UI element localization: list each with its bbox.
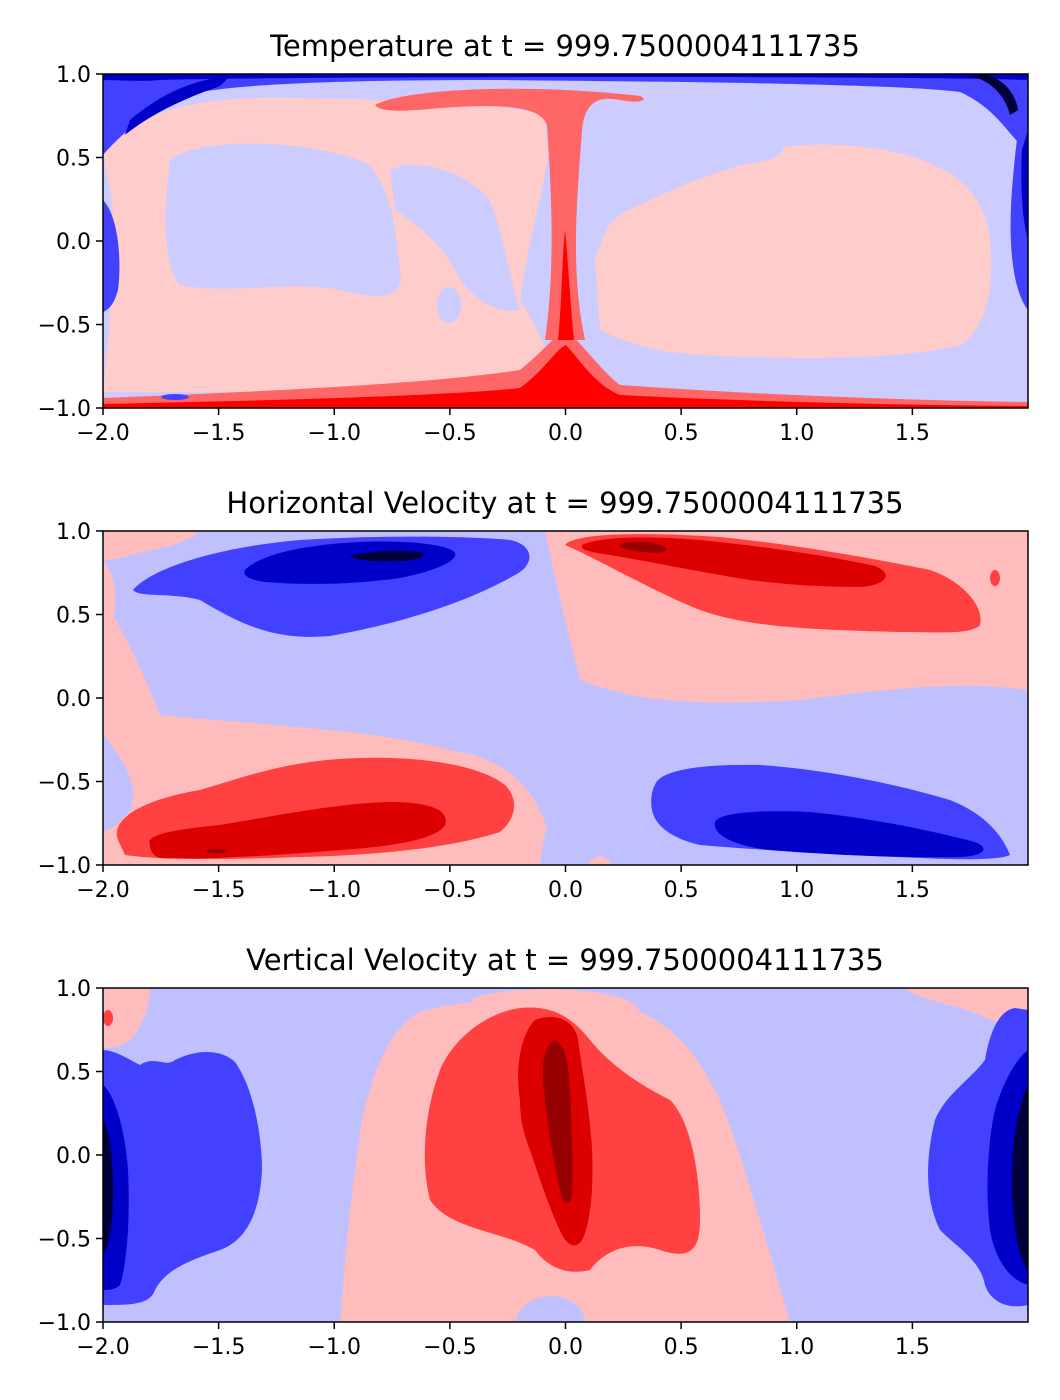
temperature-small-cold-spot [161,394,189,400]
temperature-cold-corner-right [970,74,1018,115]
horizontal-velocity-xtick-label: 0.5 [664,878,699,903]
vertical-velocity-positive-small-spot [103,1010,113,1026]
horizontal-velocity-panel: Horizontal Velocity at t = 999.750000411… [38,486,1029,903]
horizontal-velocity-xtick-label: −1.5 [192,878,245,903]
horizontal-velocity-positive-top-left-corner [103,531,200,560]
temperature-ytick-label: −0.5 [38,314,91,339]
horizontal-velocity-xtick-label: 1.0 [779,878,814,903]
horizontal-velocity-ytick-label: −0.5 [38,771,91,796]
temperature-cool-band-right [590,114,784,250]
temperature-cold-right-wall-core [1021,130,1028,240]
horizontal-velocity-ytick-label: 0.5 [56,604,91,629]
temperature-xtick-label: 0.5 [664,421,699,446]
horizontal-velocity-title: Horizontal Velocity at t = 999.750000411… [226,486,903,520]
vertical-velocity-ytick-label: 0.5 [56,1061,91,1086]
vertical-velocity-panel: Vertical Velocity at t = 999.75000041117… [38,943,1029,1360]
temperature-ticks: −2.0 −1.5 −1.0 −0.5 0.0 0.5 1.0 1.5 −1.0 −0.5 0.0 0… [38,63,930,446]
vertical-velocity-ytick-label: −1.0 [38,1311,91,1336]
vertical-velocity-positive-top-left-corner [103,988,150,1048]
horizontal-velocity-positive-bottom-edge-bit [588,856,612,865]
vertical-velocity-negative-bottom-notch [515,1296,585,1322]
temperature-warm-region-right [595,144,992,358]
vertical-velocity-contours [103,988,1028,1322]
temperature-cold-left-wall [103,200,120,312]
horizontal-velocity-xtick-label: 0.0 [548,878,583,903]
vertical-velocity-xtick-label: 0.5 [664,1335,699,1360]
horizontal-velocity-positive-jet-top-core [620,541,667,553]
horizontal-velocity-positive-jet-bottom-core [205,848,228,854]
vertical-velocity-xtick-label: −1.0 [308,1335,361,1360]
temperature-xtick-label: −1.5 [192,421,245,446]
temperature-cool-tongue-center [390,164,520,311]
vertical-velocity-xtick-label: −1.5 [192,1335,245,1360]
temperature-ytick-label: 1.0 [56,63,91,88]
temperature-plume-stem-outer [375,88,644,340]
vertical-velocity-xtick-label: 1.0 [779,1335,814,1360]
horizontal-velocity-positive-jet-bottom-middle [149,802,446,859]
vertical-velocity-negative-left-wall-outer [103,1050,262,1305]
vertical-velocity-positive-central-core [542,1040,573,1203]
temperature-cool-patch-left [165,143,401,296]
horizontal-velocity-xtick-label: −1.0 [308,878,361,903]
temperature-plume-stem-core [558,230,574,340]
horizontal-velocity-contours [103,531,1028,865]
temperature-xtick-label: −0.5 [423,421,476,446]
horizontal-velocity-ytick-label: −1.0 [38,854,91,879]
temperature-xtick-label: 1.5 [895,421,930,446]
vertical-velocity-title: Vertical Velocity at t = 999.75000041117… [246,943,884,977]
vertical-velocity-ytick-label: −0.5 [38,1228,91,1253]
temperature-xtick-label: 1.0 [779,421,814,446]
temperature-cold-top-layer [103,74,1028,155]
temperature-cold-right-wall [1010,74,1028,310]
vertical-velocity-positive-top-right-corner [905,988,1028,1040]
temperature-cold-corner-left [125,76,230,135]
vertical-velocity-ticks: −2.0 −1.5 −1.0 −0.5 0.0 0.5 1.0 1.5 −1.0 −0.5 0.0 0… [38,977,930,1360]
horizontal-velocity-negative-jet-top-core [350,551,424,562]
horizontal-velocity-positive-left-edge-top [103,560,116,640]
vertical-velocity-negative-right-wall-core [1012,1085,1028,1270]
vertical-velocity-negative-left-wall-core [103,1120,113,1255]
temperature-xtick-label: −1.0 [308,421,361,446]
temperature-contours [103,74,1028,408]
horizontal-velocity-positive-small-spot [990,570,1000,586]
vertical-velocity-xtick-label: 1.5 [895,1335,930,1360]
vertical-velocity-negative-left-wall-middle [103,1085,129,1290]
temperature-small-cool-spot [437,287,461,323]
temperature-title: Temperature at t = 999.7500004111735 [269,29,860,63]
temperature-ytick-label: −1.0 [38,397,91,422]
horizontal-velocity-ytick-label: 0.0 [56,687,91,712]
horizontal-velocity-negative-jet-bottom-middle [714,811,984,858]
temperature-xtick-label: 0.0 [548,421,583,446]
horizontal-velocity-ticks: −2.0 −1.5 −1.0 −0.5 0.0 0.5 1.0 1.5 −1.0 −0.5 0.0 0… [38,520,930,903]
horizontal-velocity-xtick-label: −2.0 [76,878,129,903]
temperature-ytick-label: 0.5 [56,147,91,172]
vertical-velocity-ytick-label: 1.0 [56,977,91,1002]
temperature-cold-top-core [103,74,1028,81]
vertical-velocity-xtick-label: −0.5 [423,1335,476,1360]
horizontal-velocity-negative-lower-left-notch [103,735,134,832]
vertical-velocity-xtick-label: 0.0 [548,1335,583,1360]
temperature-ytick-label: 0.0 [56,230,91,255]
vertical-velocity-xtick-label: −2.0 [76,1335,129,1360]
horizontal-velocity-xtick-label: 1.5 [895,878,930,903]
temperature-xtick-label: −2.0 [76,421,129,446]
horizontal-velocity-ytick-label: 1.0 [56,520,91,545]
temperature-hot-boundary-core [103,345,1028,408]
horizontal-velocity-xtick-label: −0.5 [423,878,476,903]
vertical-velocity-ytick-label: 0.0 [56,1144,91,1169]
temperature-panel: Temperature at t = 999.7500004111735 −2.… [38,29,1029,446]
vertical-velocity-positive-top-band [470,989,640,1011]
